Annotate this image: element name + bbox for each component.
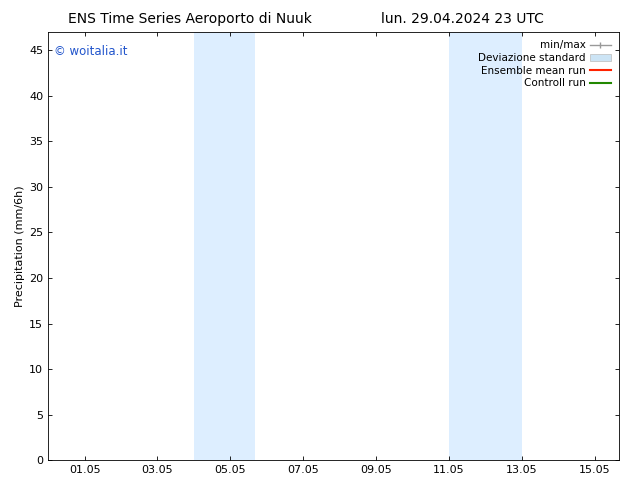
Text: © woitalia.it: © woitalia.it [54,45,127,58]
Text: lun. 29.04.2024 23 UTC: lun. 29.04.2024 23 UTC [382,12,544,26]
Y-axis label: Precipitation (mm/6h): Precipitation (mm/6h) [15,185,25,307]
Bar [449,32,522,460]
Bar [194,32,255,460]
Text: ENS Time Series Aeroporto di Nuuk: ENS Time Series Aeroporto di Nuuk [68,12,312,26]
Legend: min/max, Deviazione standard, Ensemble mean run, Controll run: min/max, Deviazione standard, Ensemble m… [475,37,614,92]
